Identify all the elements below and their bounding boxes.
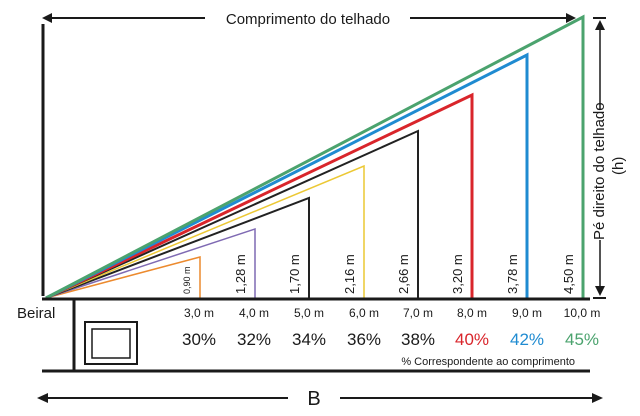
roof-height-label: Pé direito do telhado: [591, 102, 608, 240]
roof-percent-value: 45%: [565, 330, 599, 349]
roof-outline-3: [45, 196, 310, 299]
roof-length-value: 3,0 m: [184, 306, 214, 320]
arrow-down-icon: [595, 286, 605, 296]
roof-percent-value: 42%: [510, 330, 544, 349]
roof-outline-5: [45, 129, 419, 299]
window-outer-frame: [84, 321, 138, 365]
roof-percent-value: 34%: [292, 330, 326, 349]
roof-length-dimension: Comprimento do telhado: [42, 11, 576, 28]
roof-outline-7: [45, 52, 529, 300]
roof-outline-8: [45, 14, 585, 300]
window-inner-frame: [91, 328, 131, 359]
roof-length-label: Comprimento do telhado: [226, 11, 390, 28]
arrow-left-icon: [42, 13, 52, 23]
arrow-left-icon: [37, 393, 48, 403]
roof-outline-1: [45, 256, 201, 299]
roof-length-value: 10,0 m: [564, 306, 601, 320]
roof-length-value: 6,0 m: [349, 306, 379, 320]
wall-section: [72, 299, 138, 371]
arrow-up-icon: [595, 20, 605, 30]
roof-height-value: 0,90 m: [182, 266, 192, 294]
length-labels: 3,0 m 4,0 m 5,0 m 6,0 m 7,0 m 8,0 m 9,0 m 10,0 …: [184, 306, 600, 320]
roof-percent-value: 30%: [182, 330, 216, 349]
base-dimension: B: [37, 388, 603, 410]
roof-height-value: 2,66 m: [396, 254, 411, 294]
roof-length-value: 5,0 m: [294, 306, 324, 320]
roof-height-value: 1,70 m: [287, 254, 302, 294]
arrow-right-icon: [566, 13, 576, 23]
percent-labels: 30% 32% 34% 36% 38% 40% 42% 45%: [182, 330, 599, 349]
roof-percent-value: 40%: [455, 330, 489, 349]
eave-label: Beiral: [17, 305, 55, 322]
roof-height-value: 3,20 m: [450, 254, 465, 294]
roof-outline-2: [45, 227, 256, 299]
roof-percent-value: 32%: [237, 330, 271, 349]
roof-percent-value: 38%: [401, 330, 435, 349]
roof-outline-4: [45, 164, 365, 299]
roof-triangles: [45, 14, 585, 300]
roof-percent-value: 36%: [347, 330, 381, 349]
roof-length-value: 8,0 m: [457, 306, 487, 320]
roof-height-value: 4,50 m: [561, 254, 576, 294]
roof-height-value: 1,28 m: [233, 254, 248, 294]
height-labels: 0,90 m 1,28 m 1,70 m 2,16 m 2,66 m 3,20 m 3,78…: [182, 254, 576, 294]
arrow-right-icon: [592, 393, 603, 403]
roof-length-value: 4,0 m: [239, 306, 269, 320]
roof-length-value: 9,0 m: [512, 306, 542, 320]
roof-height-value: 2,16 m: [342, 254, 357, 294]
roof-outline-6: [45, 92, 474, 300]
roof-height-value: 3,78 m: [505, 254, 520, 294]
roof-length-value: 7,0 m: [403, 306, 433, 320]
base-label: B: [307, 388, 320, 410]
roof-height-dimension: Pé direito do telhado (h): [591, 17, 627, 299]
percent-note: % Correspondente ao comprimento: [401, 356, 575, 368]
roof-height-symbol: (h): [610, 157, 627, 175]
